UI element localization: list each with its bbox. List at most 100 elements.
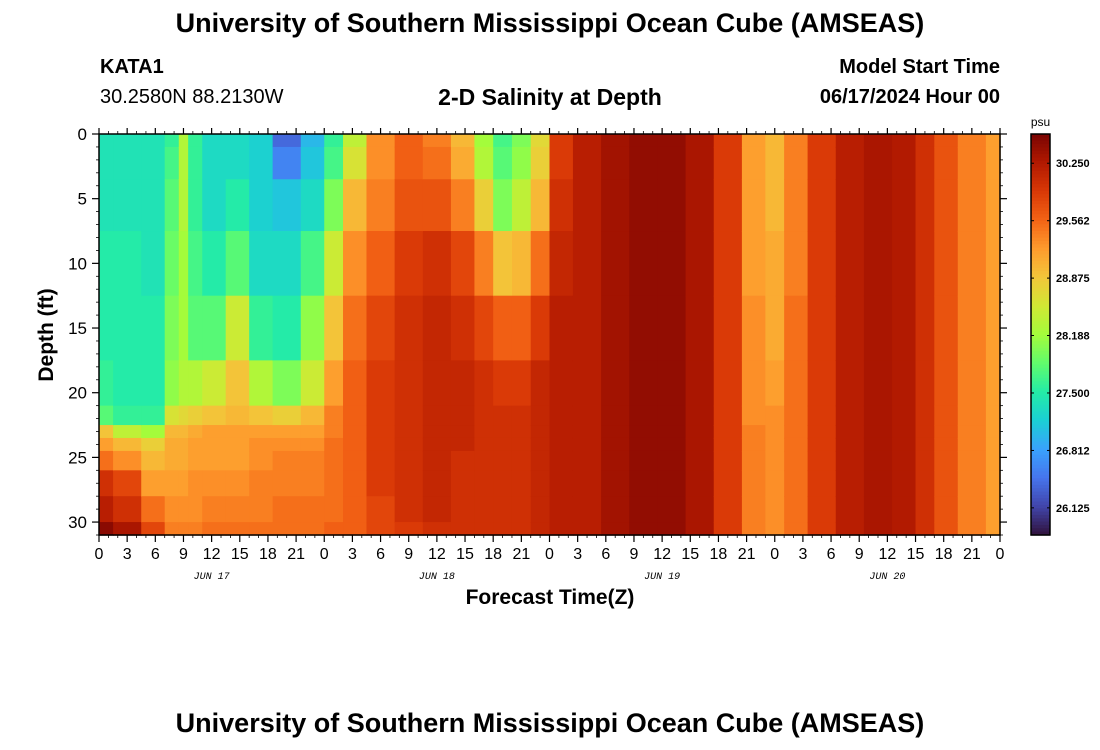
heatmap-cell xyxy=(685,450,715,472)
heatmap-cell xyxy=(188,470,203,497)
heatmap-cell xyxy=(422,405,452,426)
colorbar-swatch xyxy=(1031,197,1050,202)
heatmap-cell xyxy=(511,522,532,536)
colorbar-swatch xyxy=(1031,337,1050,342)
heatmap-cell xyxy=(572,295,602,362)
heatmap-cell xyxy=(807,146,837,180)
heatmap-cell xyxy=(549,146,574,180)
heatmap-cell xyxy=(394,360,424,407)
heatmap-cell xyxy=(474,146,494,180)
colorbar-swatch xyxy=(1031,357,1050,362)
heatmap-cell xyxy=(657,425,687,439)
heatmap-cell xyxy=(915,425,935,439)
heatmap-cell xyxy=(957,425,987,439)
heatmap-cell xyxy=(892,295,917,362)
heatmap-cell xyxy=(202,134,227,148)
heatmap-cell xyxy=(657,134,687,148)
colorbar-swatch xyxy=(1031,314,1050,319)
heatmap-cell xyxy=(892,425,917,439)
colorbar-swatch xyxy=(1031,207,1050,212)
colorbar-swatch xyxy=(1031,147,1050,152)
colorbar-swatch xyxy=(1031,438,1050,443)
heatmap-cell xyxy=(807,450,837,472)
heatmap-cell xyxy=(657,437,687,452)
heatmap-cell xyxy=(113,360,142,407)
heatmap-cell xyxy=(530,496,551,523)
heatmap-cell xyxy=(957,134,987,148)
heatmap-cell xyxy=(530,295,551,362)
heatmap-cell xyxy=(99,134,114,148)
x-tick-label: 0 xyxy=(320,546,329,563)
y-tick-label: 30 xyxy=(68,513,87,532)
colorbar-frame xyxy=(1030,133,1051,536)
heatmap-cell xyxy=(549,134,574,148)
colorbar-swatch xyxy=(1031,254,1050,259)
x-tick-label: 21 xyxy=(963,546,981,563)
heatmap-cell xyxy=(863,450,893,472)
heatmap-cell xyxy=(366,470,396,497)
heatmap-cell xyxy=(985,295,1001,362)
heatmap-cell xyxy=(835,231,865,297)
heatmap-cell xyxy=(934,295,959,362)
colorbar-swatch xyxy=(1031,484,1050,489)
heatmap-cell xyxy=(765,450,785,472)
heatmap-cell xyxy=(892,146,917,180)
heatmap-cell xyxy=(549,437,574,452)
colorbar-swatch xyxy=(1031,227,1050,232)
heatmap-cell xyxy=(934,437,959,452)
colorbar-swatch xyxy=(1031,224,1050,229)
heatmap-cell xyxy=(113,450,142,472)
heatmap-cell xyxy=(225,496,250,523)
x-tick-label: 6 xyxy=(827,546,836,563)
heatmap-cell xyxy=(324,470,344,497)
heatmap-cell xyxy=(99,470,114,497)
heatmap-cell xyxy=(493,470,513,497)
colorbar-swatch xyxy=(1031,397,1050,402)
heatmap-cell xyxy=(493,496,513,523)
heatmap-cell xyxy=(657,450,687,472)
heatmap-cell xyxy=(249,437,274,452)
heatmap-cell xyxy=(249,134,274,148)
colorbar-tick-label: 28.188 xyxy=(1056,331,1090,343)
heatmap-cell xyxy=(985,179,1001,232)
heatmap-cell xyxy=(474,179,494,232)
heatmap-cell xyxy=(225,437,250,452)
heatmap-cell xyxy=(99,179,114,232)
heatmap-cell xyxy=(474,425,494,439)
heatmap-cell xyxy=(629,522,659,536)
y-tick-label: 0 xyxy=(78,125,87,144)
heatmap-cell xyxy=(530,450,551,472)
heatmap-cell xyxy=(657,405,687,426)
heatmap-cell xyxy=(272,146,302,180)
colorbar-swatch xyxy=(1031,461,1050,466)
heatmap-cell xyxy=(713,470,743,497)
heatmap-cell xyxy=(141,360,166,407)
heatmap-cell xyxy=(394,295,424,362)
heatmap-cell xyxy=(188,405,203,426)
heatmap-cell xyxy=(450,425,476,439)
heatmap-cell xyxy=(985,134,1001,148)
heatmap-cell xyxy=(572,496,602,523)
day-label: JUN 18 xyxy=(419,572,455,583)
heatmap-cell xyxy=(629,146,659,180)
footer-title: University of Southern Mississippi Ocean… xyxy=(175,708,925,738)
colorbar-swatch xyxy=(1031,271,1050,275)
colorbar-tick-label: 26.125 xyxy=(1056,503,1090,515)
heatmap-cell xyxy=(713,295,743,362)
heatmap-cell xyxy=(863,522,893,536)
heatmap-cell xyxy=(765,295,785,362)
heatmap-cell xyxy=(807,405,837,426)
colorbar-swatch xyxy=(1031,167,1050,172)
heatmap-cell xyxy=(530,231,551,297)
heatmap-cell xyxy=(450,496,476,523)
y-tick-label: 20 xyxy=(68,384,87,403)
colorbar-swatch xyxy=(1031,394,1050,399)
heatmap-cell xyxy=(765,231,785,297)
colorbar-swatch xyxy=(1031,230,1050,235)
colorbar-swatch xyxy=(1031,154,1050,158)
heatmap-cell xyxy=(300,450,325,472)
heatmap-cell xyxy=(892,522,917,536)
heatmap-cell xyxy=(113,231,142,297)
heatmap-cell xyxy=(835,405,865,426)
colorbar-swatch xyxy=(1031,194,1050,199)
